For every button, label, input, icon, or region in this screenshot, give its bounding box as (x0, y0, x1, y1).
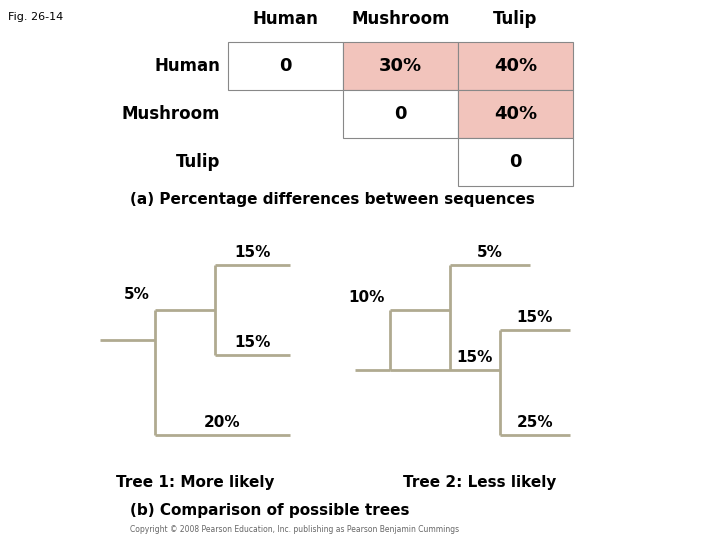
Bar (458, 42, 573, 90)
Bar (228, 42, 343, 90)
Text: 10%: 10% (348, 290, 385, 305)
Text: (b) Comparison of possible trees: (b) Comparison of possible trees (130, 503, 410, 518)
Bar (343, 42, 458, 90)
Text: Copyright © 2008 Pearson Education, Inc. publishing as Pearson Benjamin Cummings: Copyright © 2008 Pearson Education, Inc.… (130, 525, 459, 534)
Text: Tree 2: Less likely: Tree 2: Less likely (403, 475, 557, 490)
Text: 15%: 15% (517, 310, 553, 325)
Text: Tulip: Tulip (493, 10, 538, 28)
Text: Human: Human (154, 57, 220, 75)
Bar (458, 138, 573, 186)
Bar (343, 90, 458, 138)
Text: 0: 0 (395, 105, 407, 123)
Text: 20%: 20% (204, 415, 240, 430)
Text: Tulip: Tulip (176, 153, 220, 171)
Text: 30%: 30% (379, 57, 422, 75)
Text: 40%: 40% (494, 57, 537, 75)
Bar (458, 90, 573, 138)
Text: Tree 1: More likely: Tree 1: More likely (116, 475, 274, 490)
Text: 5%: 5% (477, 245, 503, 260)
Text: Mushroom: Mushroom (122, 105, 220, 123)
Text: 0: 0 (279, 57, 292, 75)
Text: Mushroom: Mushroom (351, 10, 450, 28)
Text: 15%: 15% (234, 245, 271, 260)
Text: (a) Percentage differences between sequences: (a) Percentage differences between seque… (130, 192, 535, 207)
Text: 40%: 40% (494, 105, 537, 123)
Text: 25%: 25% (517, 415, 553, 430)
Text: Fig. 26-14: Fig. 26-14 (8, 12, 63, 22)
Text: 15%: 15% (456, 350, 493, 365)
Text: 15%: 15% (234, 335, 271, 350)
Text: 0: 0 (509, 153, 522, 171)
Text: Human: Human (253, 10, 318, 28)
Text: 5%: 5% (124, 287, 150, 302)
